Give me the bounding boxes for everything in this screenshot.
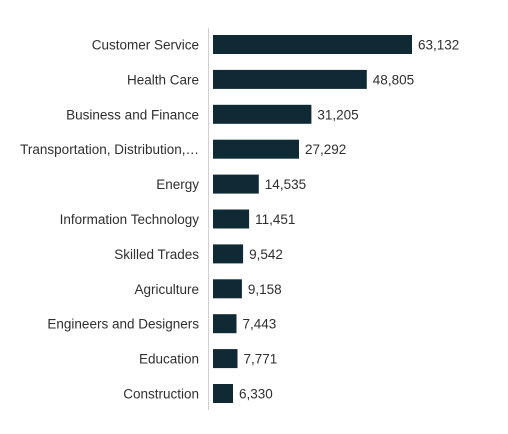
bar — [213, 349, 238, 369]
value-label: 27,292 — [305, 142, 346, 157]
bar — [213, 384, 233, 403]
category-label: Transportation, Distribution,… — [20, 142, 199, 157]
bar — [213, 35, 412, 54]
category-label: Information Technology — [60, 212, 200, 227]
value-label: 63,132 — [418, 38, 459, 53]
value-label: 7,443 — [243, 317, 277, 332]
value-label: 14,535 — [265, 177, 306, 192]
bar — [213, 279, 242, 299]
bar — [213, 69, 367, 89]
value-label: 31,205 — [317, 107, 358, 122]
value-label: 6,330 — [239, 387, 273, 402]
bars-group: Customer Service 63,132 Health Care 48,805 B… — [20, 35, 459, 403]
value-label: 11,451 — [255, 212, 295, 227]
category-label: Health Care — [127, 72, 199, 87]
category-label: Agriculture — [134, 282, 199, 297]
category-label: Energy — [156, 177, 199, 192]
category-label: Construction — [123, 387, 199, 402]
bar — [213, 314, 237, 334]
category-label: Business and Finance — [66, 107, 199, 122]
bar — [213, 104, 312, 124]
bar — [213, 174, 259, 194]
value-label: 9,542 — [249, 247, 283, 262]
value-label: 9,158 — [248, 282, 282, 297]
bar — [213, 209, 250, 229]
category-label: Skilled Trades — [114, 247, 199, 262]
category-label: Education — [139, 352, 199, 367]
category-label: Customer Service — [92, 38, 199, 53]
value-label: 7,771 — [244, 352, 278, 367]
value-label: 48,805 — [373, 72, 414, 87]
bar — [213, 139, 299, 159]
category-label: Engineers and Designers — [47, 317, 199, 332]
bar — [213, 244, 244, 264]
